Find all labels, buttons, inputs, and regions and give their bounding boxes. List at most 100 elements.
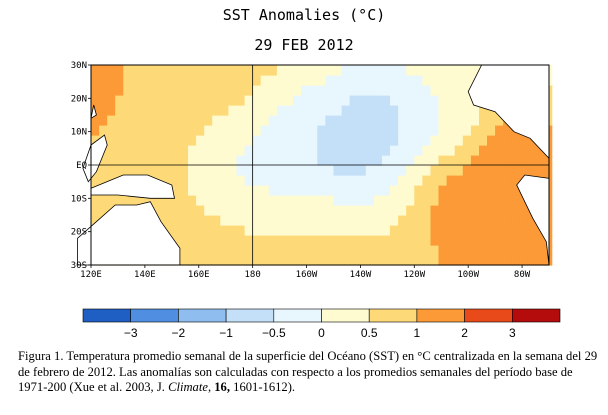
anomaly-cell xyxy=(91,175,100,186)
anomaly-cell xyxy=(171,145,181,156)
anomaly-cell xyxy=(373,165,383,176)
anomaly-cell xyxy=(293,85,302,96)
anomaly-cell xyxy=(252,185,262,196)
anomaly-cell xyxy=(511,215,520,226)
anomaly-cell xyxy=(276,135,286,146)
anomaly-cell xyxy=(285,215,294,226)
anomaly-cell xyxy=(147,125,157,136)
anomaly-cell xyxy=(147,85,157,96)
anomaly-cell xyxy=(519,135,529,146)
anomaly-cell xyxy=(293,185,302,196)
anomaly-cell xyxy=(131,85,141,96)
anomaly-cell xyxy=(268,155,278,166)
anomaly-cell xyxy=(373,245,383,256)
anomaly-cell xyxy=(398,205,407,216)
anomaly-cell xyxy=(252,235,262,246)
anomaly-cell xyxy=(470,65,480,76)
anomaly-cell xyxy=(317,115,326,126)
anomaly-cell xyxy=(115,195,124,206)
anomaly-cell xyxy=(139,75,149,86)
anomaly-cell xyxy=(382,195,391,206)
anomaly-cell xyxy=(349,95,359,106)
anomaly-cell xyxy=(446,185,456,196)
anomaly-cell xyxy=(155,65,165,76)
anomaly-cell xyxy=(446,125,456,136)
anomaly-cell xyxy=(430,75,440,86)
colorbar-tick-label: −1 xyxy=(219,326,233,340)
anomaly-cell xyxy=(349,235,359,246)
anomaly-cell xyxy=(131,95,141,106)
anomaly-cell xyxy=(365,65,375,76)
anomaly-cell xyxy=(365,175,375,186)
anomaly-cell xyxy=(276,195,286,206)
anomaly-cell xyxy=(179,85,189,96)
anomaly-cell xyxy=(462,115,472,126)
anomaly-cell xyxy=(454,75,464,86)
anomaly-cell xyxy=(390,135,399,146)
anomaly-cell xyxy=(535,155,545,166)
anomaly-cell xyxy=(390,175,399,186)
anomaly-cell xyxy=(204,65,213,76)
anomaly-cell xyxy=(430,195,440,206)
anomaly-cell xyxy=(325,95,335,106)
anomaly-cell xyxy=(365,225,375,236)
anomaly-cell xyxy=(438,175,448,186)
anomaly-cell xyxy=(430,225,440,236)
anomaly-cell xyxy=(204,195,213,206)
anomaly-cell xyxy=(511,235,520,246)
anomaly-cell xyxy=(99,65,108,76)
x-tick-label: 120E xyxy=(80,270,102,280)
anomaly-cell xyxy=(188,145,197,156)
anomaly-cell xyxy=(260,165,270,176)
anomaly-cell xyxy=(446,95,456,106)
anomaly-cell xyxy=(179,245,189,256)
anomaly-cell xyxy=(373,125,383,136)
anomaly-cell xyxy=(317,185,326,196)
anomaly-cell xyxy=(398,105,407,116)
anomaly-cell xyxy=(107,65,116,76)
anomaly-cell xyxy=(535,255,545,266)
anomaly-cell xyxy=(341,245,351,256)
anomaly-cell xyxy=(390,215,399,226)
anomaly-cell xyxy=(365,195,375,206)
anomaly-cell xyxy=(123,135,132,146)
x-tick-label: 140W xyxy=(350,270,372,280)
anomaly-cell xyxy=(147,65,157,76)
anomaly-cell xyxy=(236,195,246,206)
x-tick-label: 80W xyxy=(514,270,531,280)
anomaly-cell xyxy=(349,65,359,76)
anomaly-cell xyxy=(398,215,407,226)
anomaly-cell xyxy=(462,75,472,86)
anomaly-cell xyxy=(349,135,359,146)
anomaly-cell xyxy=(147,145,157,156)
anomaly-cell xyxy=(293,235,302,246)
anomaly-cell xyxy=(365,205,375,216)
anomaly-cell xyxy=(179,95,189,106)
anomaly-cell xyxy=(252,165,262,176)
anomaly-cell xyxy=(285,75,294,86)
anomaly-cell xyxy=(462,235,472,246)
anomaly-cell xyxy=(398,175,407,186)
anomaly-cell xyxy=(365,125,375,136)
anomaly-cell xyxy=(333,105,343,116)
anomaly-cell xyxy=(212,235,221,246)
anomaly-cell xyxy=(301,205,310,216)
anomaly-cell xyxy=(139,95,149,106)
anomaly-cell xyxy=(220,155,229,166)
anomaly-cell xyxy=(107,145,116,156)
anomaly-cell xyxy=(333,145,343,156)
anomaly-cell xyxy=(285,155,294,166)
anomaly-cell xyxy=(357,155,367,166)
anomaly-cell xyxy=(220,215,229,226)
anomaly-cell xyxy=(317,245,326,256)
anomaly-cell xyxy=(260,155,270,166)
anomaly-cell xyxy=(462,125,472,136)
anomaly-cell xyxy=(179,135,189,146)
anomaly-cell xyxy=(495,245,504,256)
anomaly-cell xyxy=(373,185,383,196)
anomaly-cell xyxy=(479,185,488,196)
anomaly-cell xyxy=(236,115,246,126)
anomaly-cell xyxy=(293,135,302,146)
anomaly-cell xyxy=(470,225,480,236)
y-tick-label: EQ xyxy=(76,161,87,171)
